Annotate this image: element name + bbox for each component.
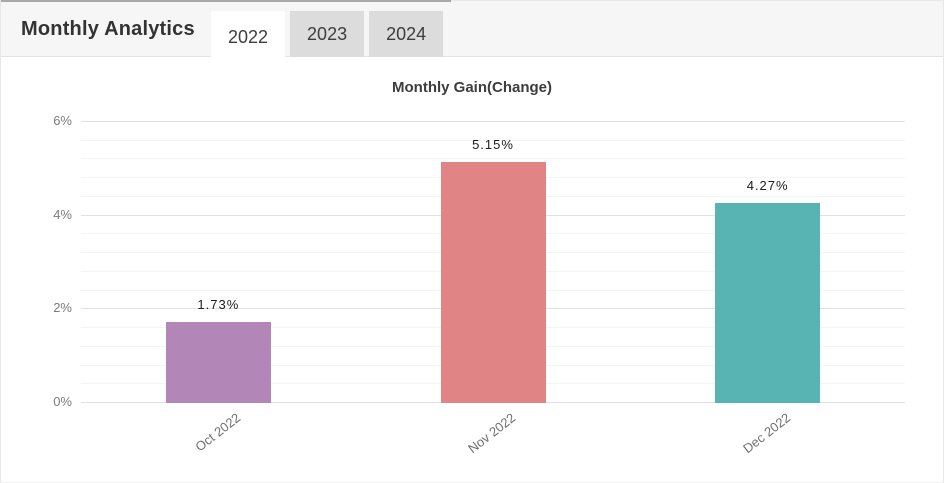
chart-area: Monthly Gain(Change) 0% 2% 4% 6% 1.73% Oct 20… bbox=[1, 57, 943, 482]
minor-gridline bbox=[81, 158, 905, 160]
major-gridline bbox=[81, 121, 905, 122]
bar-dec-2022[interactable] bbox=[715, 203, 821, 403]
year-tabs: 2022 2023 2024 bbox=[211, 11, 444, 63]
bar-value-label: 5.15% bbox=[472, 136, 514, 152]
bar-value-label: 4.27% bbox=[746, 178, 789, 194]
tab-2023[interactable]: 2023 bbox=[290, 11, 365, 57]
x-axis-label: Dec 2022 bbox=[739, 410, 793, 457]
bar-value-label: 1.73% bbox=[197, 296, 240, 312]
bar-oct-2022[interactable] bbox=[165, 321, 271, 403]
header-top-border bbox=[1, 0, 451, 2]
y-axis-tick-label: 4% bbox=[53, 206, 72, 222]
y-axis-tick-label: 6% bbox=[53, 113, 72, 128]
tab-2022[interactable]: 2022 bbox=[211, 11, 286, 63]
tab-2024[interactable]: 2024 bbox=[369, 11, 444, 57]
minor-gridline bbox=[81, 139, 905, 141]
chart-title: Monthly Gain(Change) bbox=[392, 79, 552, 96]
x-axis-label: Oct 2022 bbox=[192, 410, 244, 455]
bar-chart: 0% 2% 4% 6% 1.73% Oct 2022 5.15% Nov 2022 4.27% D… bbox=[53, 113, 905, 456]
x-axis-label: Nov 2022 bbox=[465, 410, 519, 457]
page-title: Monthly Analytics bbox=[21, 18, 195, 40]
header: Monthly Analytics 2022 2023 2024 bbox=[1, 0, 943, 63]
y-axis-tick-label: 2% bbox=[53, 300, 72, 316]
bar-nov-2022[interactable] bbox=[440, 161, 546, 403]
y-axis-tick-label: 0% bbox=[53, 394, 72, 409]
